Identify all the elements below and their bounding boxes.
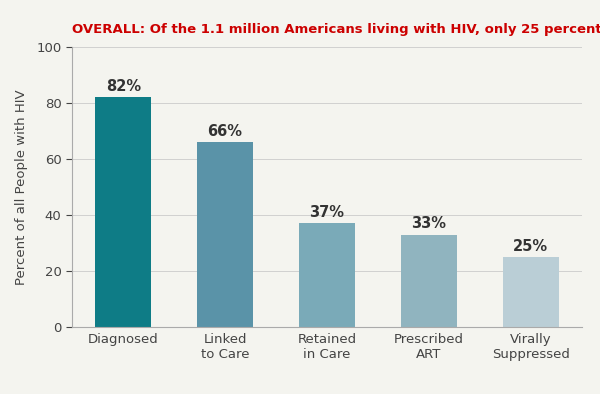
- Bar: [95, 97, 151, 327]
- Text: 33%: 33%: [412, 216, 446, 231]
- Text: OVERALL: Of the 1.1 million Americans living with HIV, only 25 percent are viral: OVERALL: Of the 1.1 million Americans li…: [72, 23, 600, 36]
- Text: 82%: 82%: [106, 79, 141, 94]
- Bar: [503, 257, 559, 327]
- Bar: [299, 223, 355, 327]
- Text: 37%: 37%: [310, 205, 344, 220]
- Text: 66%: 66%: [208, 124, 242, 139]
- Text: 25%: 25%: [513, 239, 548, 254]
- Bar: [401, 234, 457, 327]
- Bar: [197, 142, 253, 327]
- Y-axis label: Percent of all People with HIV: Percent of all People with HIV: [15, 89, 28, 285]
